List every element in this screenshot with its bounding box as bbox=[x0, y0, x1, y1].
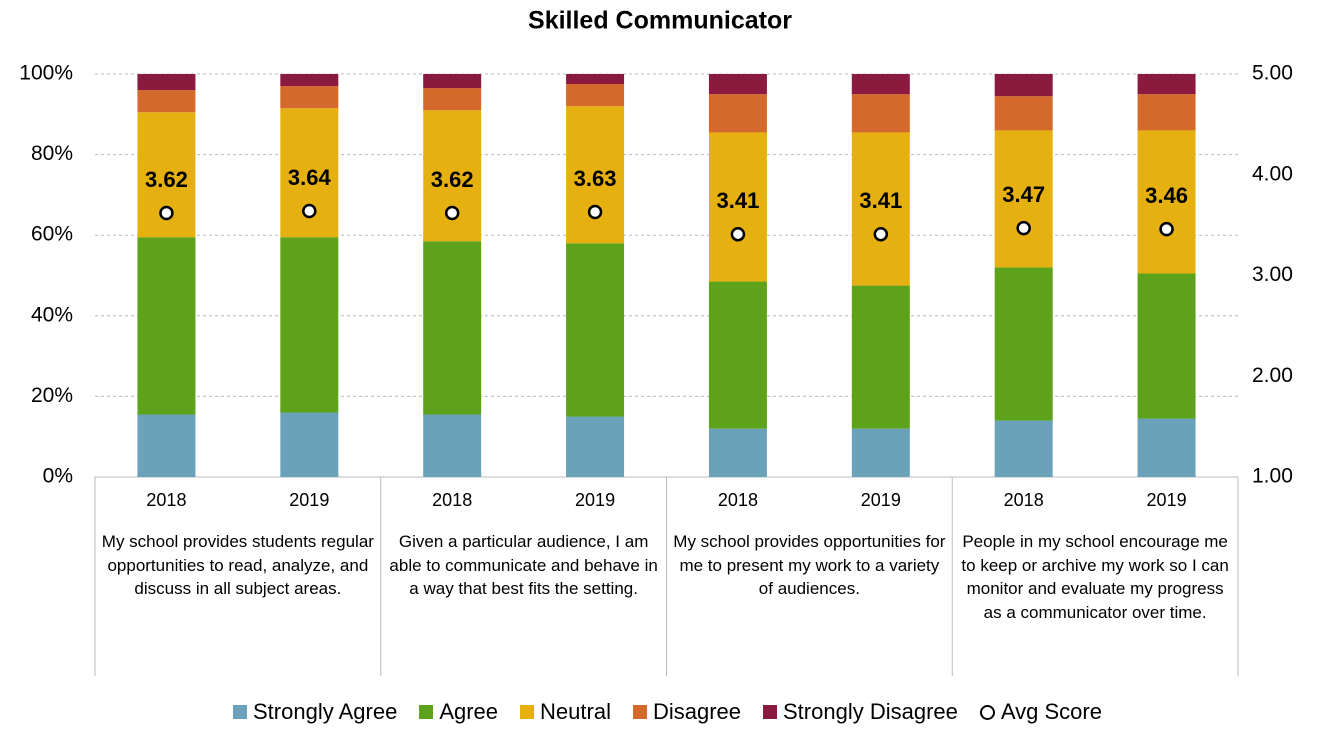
bar-segment bbox=[137, 74, 196, 91]
data-label: 3.46 bbox=[1145, 183, 1188, 208]
legend-label: Agree bbox=[439, 699, 499, 724]
y-tick-label: 80% bbox=[31, 142, 73, 165]
bar-segment bbox=[137, 90, 196, 113]
bar-segment bbox=[1137, 130, 1196, 274]
legend-label: Disagree bbox=[652, 699, 741, 724]
x-tick-label: 2018 bbox=[1004, 490, 1044, 510]
data-label: 3.63 bbox=[574, 166, 617, 191]
legend-item: Neutral bbox=[520, 699, 611, 725]
bar-segment bbox=[280, 237, 339, 413]
avg-dot bbox=[873, 226, 889, 242]
bar-segment bbox=[137, 237, 196, 415]
bar-segment bbox=[708, 281, 767, 429]
legend-label: Strongly Agree bbox=[253, 699, 398, 724]
avg-dot bbox=[159, 205, 174, 221]
legend-item: Avg Score bbox=[979, 699, 1102, 725]
bar-segment bbox=[1137, 94, 1196, 131]
group-label: My school provides students regular oppo… bbox=[101, 532, 374, 598]
bar-segment bbox=[994, 74, 1053, 97]
group-label: People in my school encourage me to keep… bbox=[961, 532, 1229, 622]
legend-label: Strongly Disagree bbox=[783, 699, 958, 724]
legend-item: Agree bbox=[419, 699, 498, 725]
x-tick-label: 2018 bbox=[718, 490, 758, 510]
x-tick-label: 2018 bbox=[146, 490, 186, 510]
legend-label: Avg Score bbox=[1000, 699, 1102, 724]
chart-title: Skilled Communicator bbox=[528, 7, 792, 35]
data-label: 3.41 bbox=[859, 188, 902, 213]
bar-segment bbox=[708, 94, 767, 133]
group-label: My school provides opportunities for me … bbox=[673, 532, 946, 598]
bar-segment bbox=[423, 74, 482, 89]
bar-segment bbox=[851, 428, 910, 477]
y-tick-label: 100% bbox=[19, 62, 73, 85]
data-label: 3.62 bbox=[145, 167, 188, 192]
legend-marker bbox=[979, 704, 995, 720]
legend-item: Disagree bbox=[632, 699, 741, 725]
data-label: 3.41 bbox=[717, 188, 760, 213]
x-tick-label: 2019 bbox=[575, 490, 615, 510]
bar-segment bbox=[1137, 74, 1196, 95]
bar-segment bbox=[708, 132, 767, 282]
bar-segment bbox=[566, 416, 625, 477]
bar-segment bbox=[708, 74, 767, 95]
x-tick-label: 2018 bbox=[432, 490, 472, 510]
legend-swatch bbox=[632, 705, 647, 719]
bar-segment bbox=[423, 414, 482, 477]
legend-item: Strongly Disagree bbox=[763, 699, 958, 725]
bar-segment bbox=[137, 414, 196, 477]
x-tick-label: 2019 bbox=[289, 490, 329, 510]
bar-segment bbox=[994, 267, 1053, 421]
legend-label: Neutral bbox=[540, 699, 611, 724]
bar-segment bbox=[994, 96, 1053, 131]
bar-segment bbox=[280, 74, 339, 87]
y2-tick-label: 4.00 bbox=[1252, 162, 1293, 185]
bar-segment bbox=[851, 132, 910, 286]
bar-segment bbox=[994, 130, 1053, 268]
avg-dot bbox=[1159, 221, 1174, 237]
bar-segment bbox=[566, 74, 625, 85]
bar-segment bbox=[851, 285, 910, 429]
avg-dot bbox=[587, 204, 603, 220]
bar-segment bbox=[566, 84, 625, 107]
legend-swatch bbox=[419, 705, 434, 719]
bar-segment bbox=[423, 88, 482, 111]
data-label: 3.64 bbox=[288, 165, 332, 190]
avg-dot bbox=[730, 226, 746, 242]
bar-segment bbox=[994, 420, 1053, 477]
y2-tick-label: 2.00 bbox=[1252, 364, 1293, 387]
bar-segment bbox=[708, 428, 767, 477]
legend-item: Strongly Agree bbox=[233, 699, 397, 725]
y2-tick-label: 3.00 bbox=[1252, 263, 1293, 286]
y2-tick-label: 5.00 bbox=[1252, 62, 1293, 85]
bar-segment bbox=[280, 412, 339, 477]
avg-dot bbox=[444, 205, 460, 221]
y-tick-label: 20% bbox=[31, 384, 73, 407]
x-tick-label: 2019 bbox=[1147, 490, 1187, 510]
legend-swatch bbox=[520, 705, 535, 719]
bar-segment bbox=[566, 106, 625, 244]
y-tick-label: 60% bbox=[31, 223, 73, 246]
y-tick-label: 0% bbox=[43, 465, 73, 488]
bar-segment bbox=[1137, 273, 1196, 419]
bar-segment bbox=[280, 86, 339, 109]
bar-segment bbox=[851, 74, 910, 95]
bar-segment bbox=[566, 243, 625, 417]
y-tick-label: 40% bbox=[31, 303, 73, 326]
bar-segment bbox=[851, 94, 910, 133]
legend-swatch bbox=[763, 705, 777, 719]
group-label: Given a particular audience, I am able t… bbox=[389, 532, 658, 598]
y2-tick-label: 1.00 bbox=[1252, 465, 1293, 488]
avg-dot bbox=[1016, 220, 1031, 236]
legend: Strongly Agree Agree Neutral Disagree Strong… bbox=[0, 699, 1335, 725]
legend-swatch bbox=[233, 705, 247, 719]
avg-dot bbox=[302, 203, 317, 219]
bar-segment bbox=[423, 241, 482, 415]
x-tick-label: 2019 bbox=[861, 490, 901, 510]
data-label: 3.47 bbox=[1002, 182, 1045, 207]
data-label: 3.62 bbox=[431, 167, 474, 192]
bar-segment bbox=[1137, 418, 1196, 477]
